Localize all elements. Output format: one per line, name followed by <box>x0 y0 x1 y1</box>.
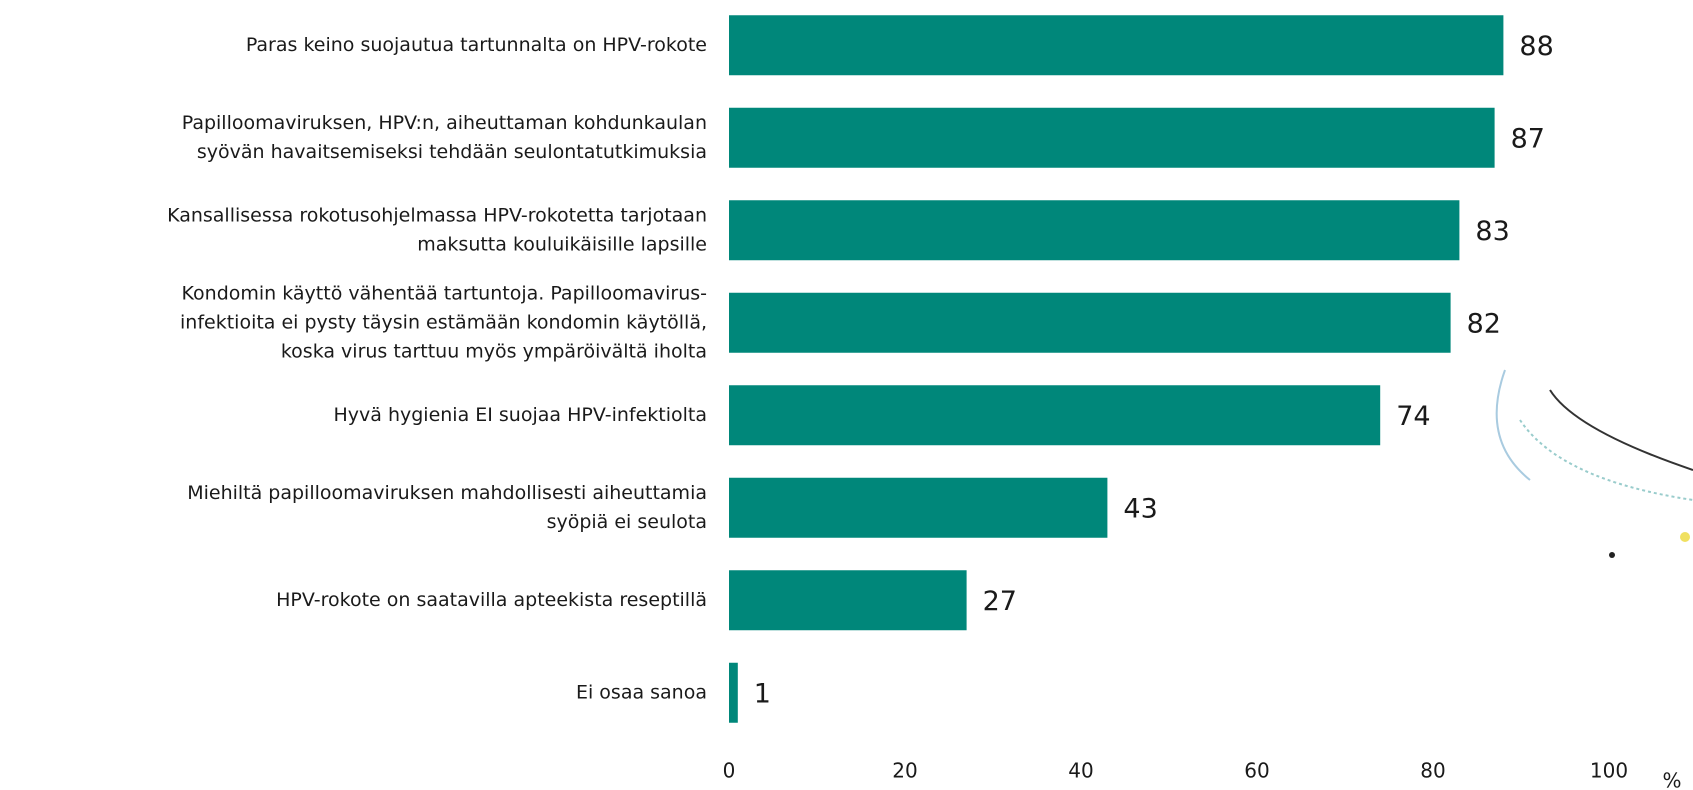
y-tick-label: infektioita ei pysty täysin estämään kon… <box>180 311 707 333</box>
y-tick-label: Ei osaa sanoa <box>576 681 707 703</box>
chart: % 0 20 40 60 80 100 Paras keino suojautua tart… <box>0 0 1693 790</box>
value-label: 43 <box>1123 493 1157 524</box>
x-tick-label: 20 <box>892 759 917 783</box>
x-tick-label: 60 <box>1244 759 1269 783</box>
x-tick-label: 40 <box>1068 759 1093 783</box>
y-tick-label: koska virus tarttuu myös ympäröivältä ih… <box>281 340 707 362</box>
bar <box>729 200 1459 260</box>
y-tick-label: Paras keino suojautua tartunnalta on HPV… <box>246 34 707 56</box>
x-tick-label: 0 <box>723 759 736 783</box>
value-label: 1 <box>754 678 771 709</box>
y-tick-label: Kansallisessa rokotusohjelmassa HPV-roko… <box>167 204 707 226</box>
value-label: 82 <box>1467 308 1501 339</box>
bar <box>729 293 1451 353</box>
y-tick-label: syövän havaitsemiseksi tehdään seulontat… <box>197 141 707 163</box>
value-label: 83 <box>1475 216 1509 247</box>
value-label: 74 <box>1396 401 1430 432</box>
y-tick-label: maksutta kouluikäisille lapsille <box>417 233 707 255</box>
y-tick-label: Papilloomaviruksen, HPV:n, aiheuttaman k… <box>182 112 707 134</box>
y-tick-label: Hyvä hygienia EI suojaa HPV-infektiolta <box>333 404 707 426</box>
bar <box>729 108 1495 168</box>
y-tick-label: Miehiltä papilloomaviruksen mahdollisest… <box>187 482 707 504</box>
bar <box>729 15 1503 75</box>
value-label: 27 <box>983 586 1017 617</box>
y-tick-label: syöpiä ei seulota <box>547 511 707 533</box>
bar <box>729 570 967 630</box>
y-tick-label: Kondomin käyttö vähentää tartuntoja. Pap… <box>182 282 707 304</box>
x-axis-label: % <box>1662 769 1681 790</box>
value-label: 87 <box>1511 123 1545 154</box>
x-tick-label: 100 <box>1590 759 1628 783</box>
x-tick-label: 80 <box>1420 759 1445 783</box>
bar <box>729 663 738 723</box>
decoration <box>1497 370 1693 558</box>
bar <box>729 478 1107 538</box>
bar <box>729 385 1380 445</box>
y-tick-label: HPV-rokote on saatavilla apteekista rese… <box>276 589 707 611</box>
value-label: 88 <box>1519 31 1553 62</box>
